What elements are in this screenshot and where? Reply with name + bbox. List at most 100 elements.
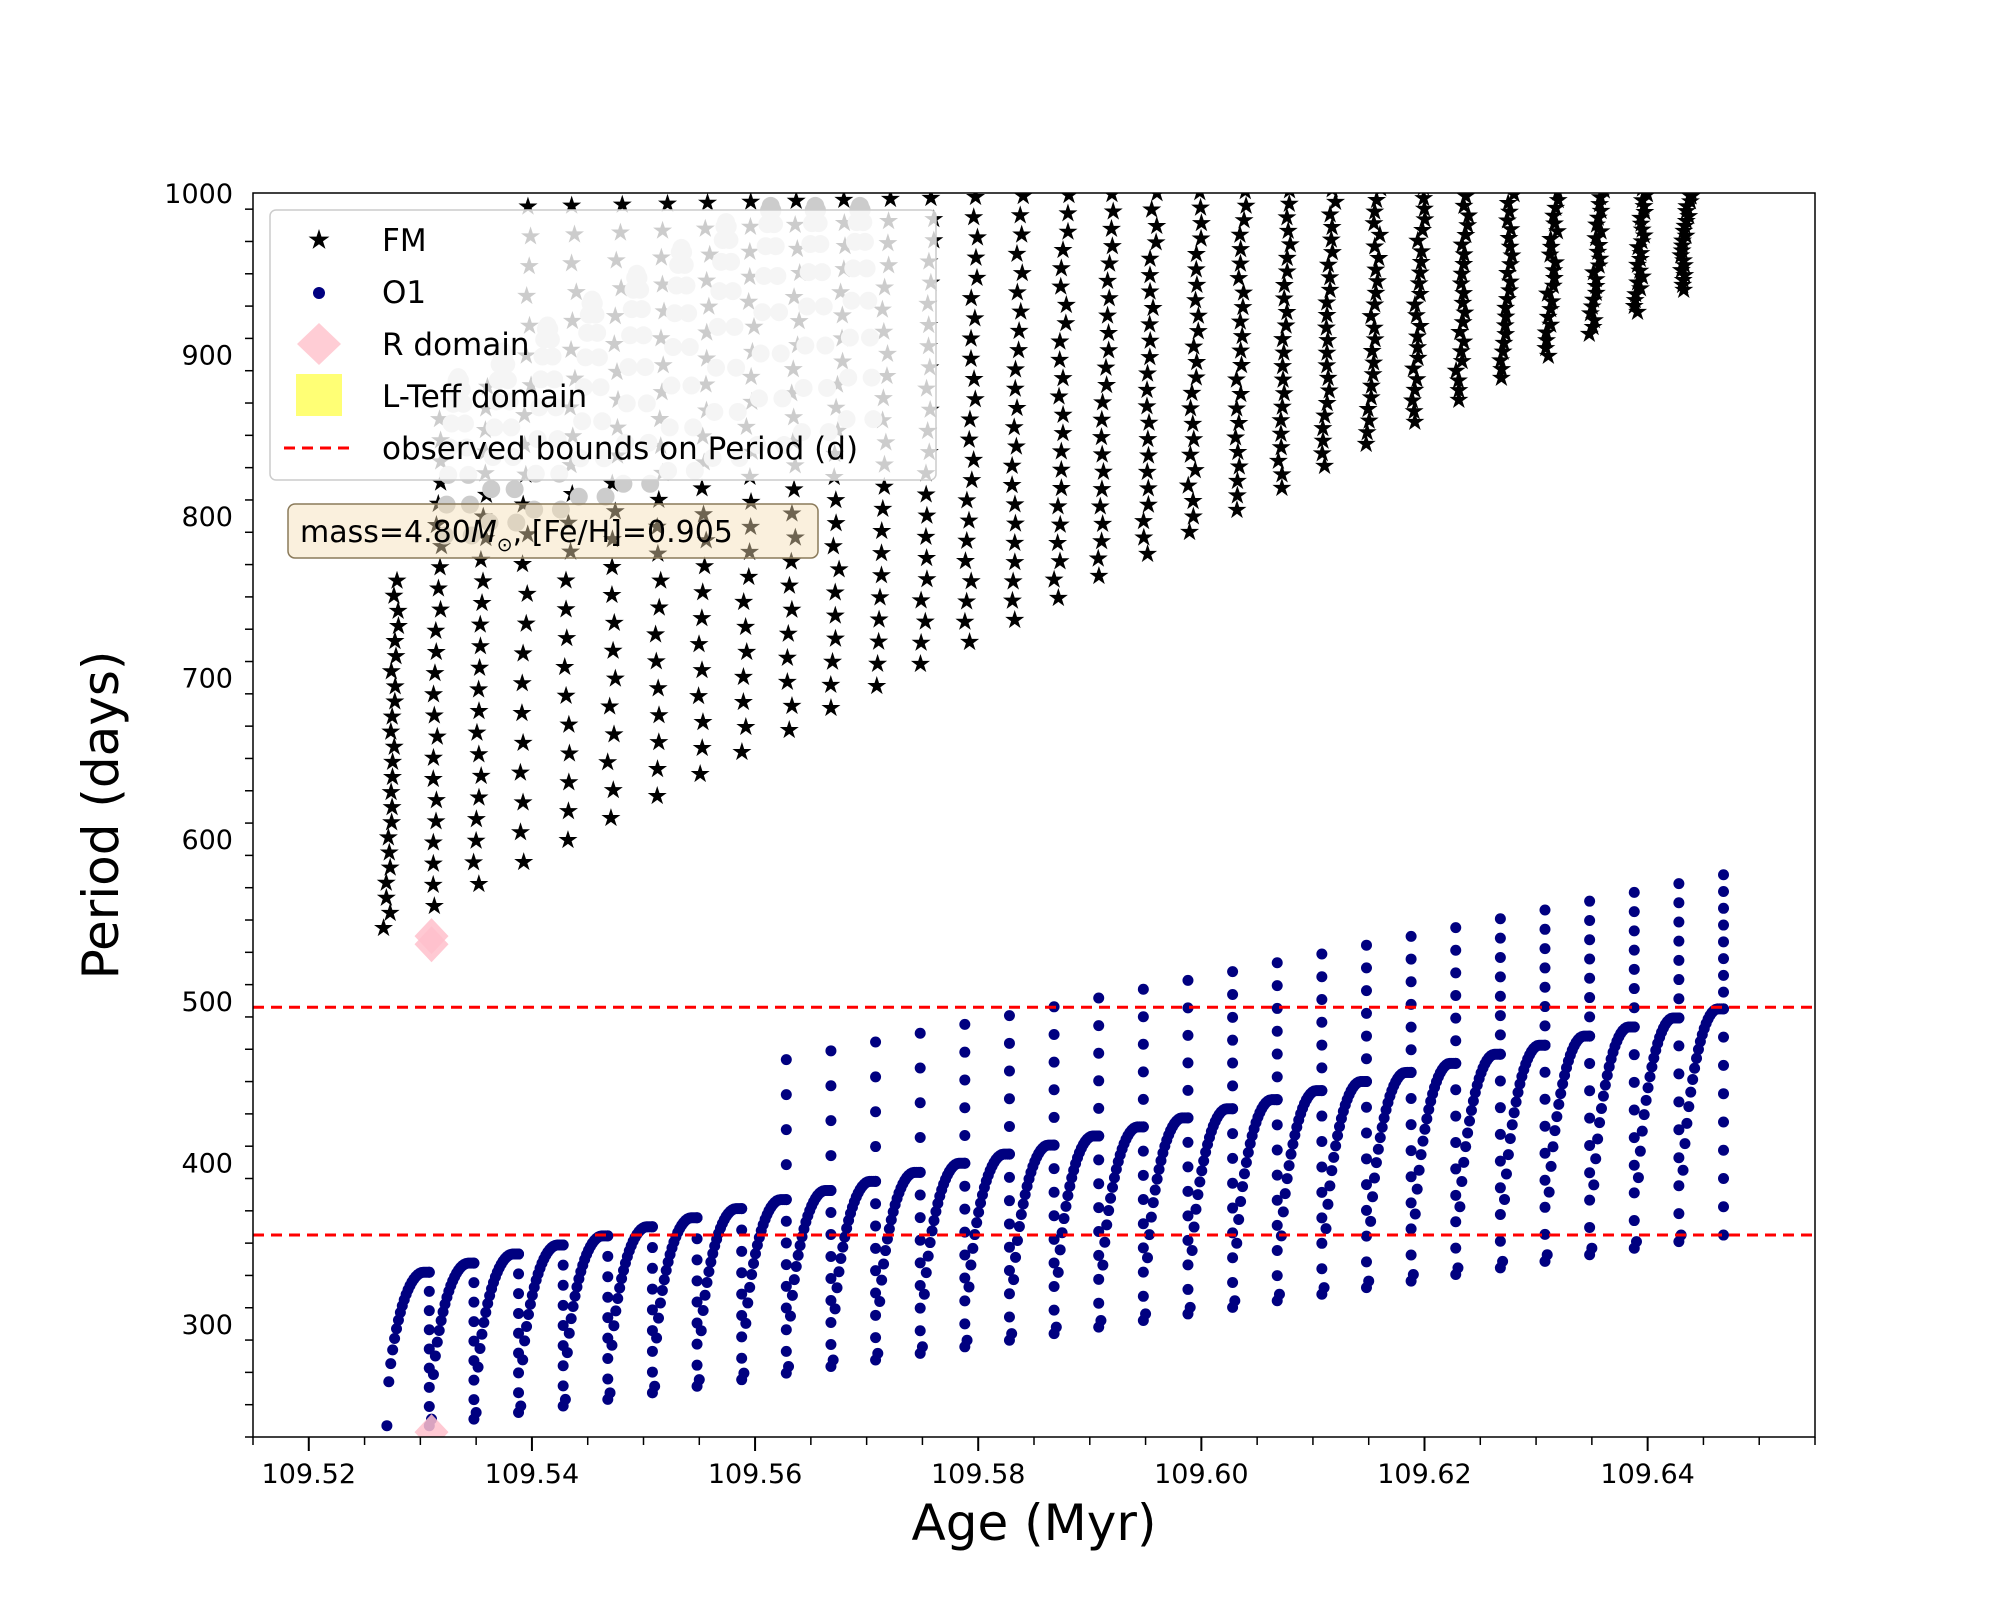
o1-point [1423, 1104, 1435, 1116]
o1-point [693, 1374, 705, 1386]
fm-star [426, 811, 446, 830]
o1-point [1192, 1189, 1204, 1201]
o1-point [1539, 1093, 1551, 1105]
fm-star [1319, 380, 1339, 399]
o1-point [1182, 1210, 1194, 1222]
fm-star [1181, 398, 1201, 417]
fm-star [692, 478, 712, 497]
fm-star [1186, 290, 1206, 309]
o1-point [1360, 1127, 1372, 1139]
o1-point [959, 1180, 971, 1192]
fm-star [734, 591, 754, 611]
fm-star [1544, 167, 1563, 185]
o1-point [914, 1257, 926, 1269]
o1-point [1450, 1242, 1462, 1254]
o1-point [1330, 1140, 1342, 1152]
o1-point [1048, 1163, 1060, 1175]
fm-star [648, 678, 668, 697]
o1-point [423, 1266, 435, 1278]
o1-point [557, 1380, 569, 1392]
fm-star [1089, 566, 1109, 585]
fm-star [1272, 477, 1292, 497]
o1-point [1494, 1010, 1506, 1022]
o1-point [389, 1333, 401, 1345]
o1-point [1093, 992, 1105, 1004]
o1-point [924, 1237, 936, 1249]
o1-point [1679, 1138, 1691, 1150]
o1-point [914, 1166, 926, 1178]
legend-lteff-label: L-Teff domain [382, 379, 587, 415]
fm-star [693, 712, 713, 731]
fm-star [1058, 221, 1078, 240]
o1-point [1105, 1192, 1117, 1204]
fm-star [604, 724, 624, 743]
fm-star [1137, 396, 1157, 415]
fm-star [1227, 398, 1247, 417]
fm-star [777, 671, 797, 691]
o1-point [472, 1361, 484, 1373]
o1-point [1273, 1288, 1285, 1300]
o1-point [1462, 1127, 1474, 1139]
o1-point [1003, 1148, 1015, 1160]
o1-point [1048, 1111, 1060, 1123]
fm-star [823, 651, 843, 670]
fm-star [513, 732, 533, 751]
fm-star [955, 611, 975, 630]
o1-point [870, 1175, 882, 1187]
fm-star [381, 782, 401, 801]
fm-star [1058, 203, 1078, 222]
y-axis-title: Period (days) [72, 651, 130, 980]
fm-star [469, 874, 489, 893]
o1-point [1405, 1171, 1417, 1183]
o1-point [914, 1325, 926, 1337]
o1-point [1048, 1186, 1060, 1198]
o1-point [1628, 963, 1640, 975]
o1-point [872, 1347, 884, 1359]
o1-point [1147, 1197, 1159, 1209]
fm-star [1096, 357, 1116, 376]
fm-star [1188, 321, 1208, 340]
o1-point [1539, 1066, 1551, 1078]
fm-star [1005, 513, 1025, 532]
fm-star [514, 852, 534, 871]
o1-point [1003, 1065, 1015, 1077]
o1-point [1233, 1213, 1245, 1225]
fm-star [602, 557, 622, 576]
o1-point [1421, 1113, 1433, 1125]
o1-point [1058, 1213, 1070, 1225]
o1-point [1640, 1094, 1652, 1106]
fm-star [1005, 532, 1025, 552]
o1-point [1494, 1075, 1506, 1087]
o1-point [1644, 1071, 1656, 1083]
fm-star [1233, 297, 1253, 316]
fm-star [1180, 444, 1200, 463]
o1-point [1494, 1048, 1506, 1060]
fm-star [1099, 340, 1119, 359]
o1-point [1182, 1283, 1194, 1295]
o1-point [1360, 1030, 1372, 1042]
fm-star [1048, 496, 1068, 515]
o1-point [1231, 1237, 1243, 1249]
o1-point [1541, 1249, 1553, 1261]
fm-star [689, 686, 709, 705]
fm-star [649, 705, 669, 724]
o1-point [1405, 1044, 1417, 1056]
fm-star [1271, 437, 1291, 456]
o1-point [1673, 993, 1685, 1005]
o1-point [736, 1331, 748, 1343]
o1-point [1360, 1230, 1372, 1242]
o1-point [1107, 1181, 1119, 1193]
fm-star [1053, 240, 1073, 259]
fm-star [1274, 342, 1294, 361]
fm-star [424, 705, 444, 724]
o1-point [1584, 934, 1596, 946]
legend-o1-marker [313, 287, 325, 299]
fm-star [466, 809, 486, 828]
fm-star [425, 663, 445, 682]
o1-point [646, 1283, 658, 1295]
fm-star [692, 608, 712, 627]
o1-point [1285, 1148, 1297, 1160]
o1-point [1182, 1185, 1194, 1197]
o1-point [691, 1275, 703, 1287]
o1-point [1093, 1130, 1105, 1142]
